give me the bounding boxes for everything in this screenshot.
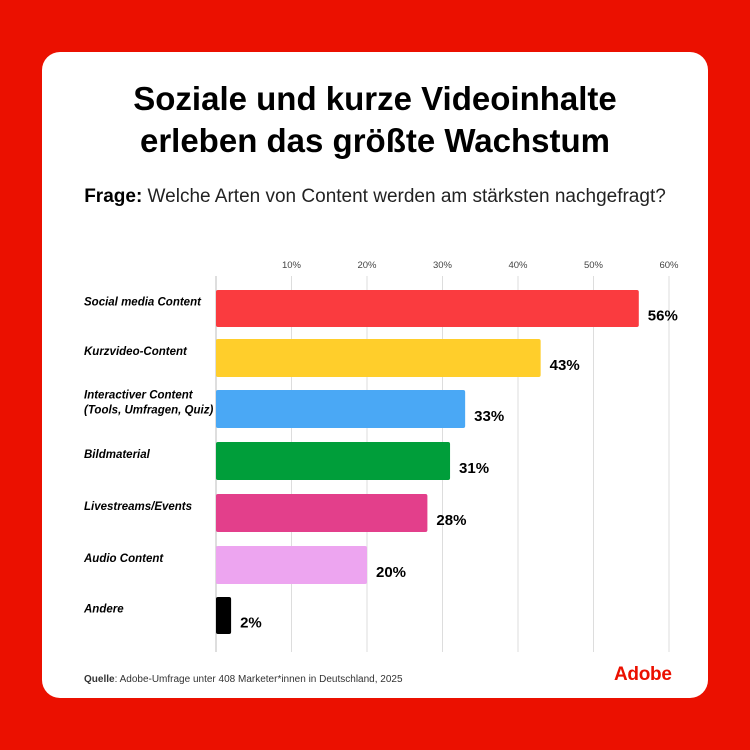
adobe-logo: Adobe	[614, 664, 672, 685]
category-label: Interactiver Content	[84, 390, 194, 402]
value-label: 31%	[459, 460, 489, 477]
x-tick-label: 30%	[433, 260, 453, 271]
infographic-card: Soziale und kurze Videoinhalte erleben d…	[42, 52, 708, 698]
source-text: : Adobe-Umfrage unter 408 Marketer*innen…	[114, 674, 403, 685]
question-text: Welche Arten von Content werden am stärk…	[142, 186, 666, 207]
category-label: Audio Content	[83, 553, 164, 565]
x-tick-label: 60%	[659, 260, 679, 271]
bar	[216, 494, 428, 532]
bar	[216, 390, 466, 428]
category-label: Kurzvideo-Content	[84, 346, 188, 358]
bar	[216, 339, 541, 377]
bar	[216, 290, 639, 327]
bar	[216, 442, 451, 480]
value-label: 33%	[474, 408, 504, 425]
category-label: Social media Content	[84, 297, 202, 309]
value-label: 28%	[436, 512, 466, 529]
chart-title: Soziale und kurze Videoinhalte erleben d…	[42, 78, 708, 162]
question-label: Frage:	[84, 186, 143, 207]
bar	[216, 546, 367, 584]
question-subtitle: Frage: Welche Arten von Content werden a…	[42, 186, 708, 208]
category-label: Livestreams/Events	[84, 501, 192, 513]
value-label: 56%	[648, 308, 678, 325]
source-note: Quelle: Adobe-Umfrage unter 408 Marketer…	[84, 674, 403, 685]
x-tick-label: 40%	[508, 260, 528, 271]
source-label: Quelle	[84, 674, 115, 685]
value-label: 43%	[550, 357, 580, 374]
bar	[216, 597, 232, 634]
value-label: 2%	[240, 615, 262, 632]
x-tick-label: 10%	[282, 260, 302, 271]
category-label: Andere	[83, 604, 124, 616]
x-tick-label: 50%	[584, 260, 604, 271]
category-label: Bildmaterial	[84, 449, 151, 461]
title-line-1: Soziale und kurze Videoinhalte	[133, 80, 617, 117]
x-tick-label: 20%	[357, 260, 377, 271]
category-label: (Tools, Umfragen, Quiz)	[84, 405, 213, 417]
value-label: 20%	[376, 564, 406, 581]
title-line-2: erleben das größte Wachstum	[139, 122, 611, 159]
